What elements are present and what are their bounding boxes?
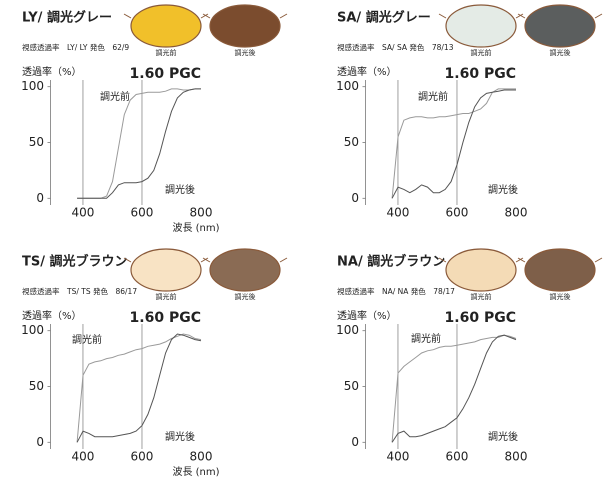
temple — [594, 257, 603, 263]
series-line — [391, 334, 517, 443]
series-line — [76, 333, 202, 443]
temple — [202, 13, 211, 19]
y-axis-label: 透過率（%） — [337, 309, 397, 322]
temple — [200, 257, 209, 263]
subtitle: 視感透過率 SA/ SA 発色 78/13 — [337, 42, 454, 52]
lens-label: 調光前 — [156, 48, 177, 57]
series-label: 調光前 — [411, 332, 441, 345]
temple — [202, 257, 211, 263]
y-axis-label: 透過率（%） — [22, 309, 82, 322]
series-label: 調光前 — [100, 90, 130, 103]
x-tick-label: 800 — [190, 206, 213, 220]
temple — [438, 257, 447, 263]
annotation: 1.60 PGC — [445, 66, 516, 82]
series-line — [391, 89, 516, 199]
chart-title: SA/ 調光グレー — [337, 10, 431, 26]
temple — [517, 257, 526, 263]
chart-title: TS/ 調光ブラウン — [22, 254, 128, 270]
subtitle: 視感透過率 LY/ LY 発色 62/9 — [22, 42, 129, 52]
y-tick-label: 100 — [336, 79, 359, 93]
y-tick-label: 50 — [29, 379, 44, 393]
series-label: 調光後 — [488, 183, 518, 196]
series-label: 調光前 — [72, 333, 102, 346]
lens-label: 調光前 — [156, 292, 177, 301]
lens — [524, 4, 596, 48]
temple — [517, 13, 526, 19]
series-label: 調光後 — [165, 183, 195, 196]
temple — [123, 257, 132, 263]
temple — [438, 13, 447, 19]
y-tick-label: 0 — [36, 191, 44, 205]
lens — [445, 248, 517, 292]
lens-label: 調光後 — [550, 48, 571, 57]
annotation: 1.60 PGC — [130, 66, 201, 82]
lens — [130, 248, 202, 292]
lens — [130, 4, 202, 48]
y-tick-label: 0 — [351, 191, 359, 205]
series-label: 調光後 — [488, 430, 518, 443]
y-tick-label: 0 — [36, 435, 44, 449]
series-label: 調光後 — [165, 430, 195, 443]
y-tick-label: 50 — [344, 135, 359, 149]
lens-label: 調光前 — [471, 48, 492, 57]
x-tick-label: 600 — [131, 450, 154, 464]
y-tick-label: 100 — [336, 323, 359, 337]
lens — [209, 4, 281, 48]
x-tick-label: 800 — [190, 450, 213, 464]
annotation: 1.60 PGC — [445, 310, 516, 326]
temple — [594, 13, 603, 19]
temple — [279, 13, 288, 19]
temple — [515, 13, 524, 19]
lens-label: 調光後 — [235, 292, 256, 301]
y-tick-label: 50 — [344, 379, 359, 393]
x-axis-label: 波長 (nm) — [172, 465, 219, 478]
x-tick-label: 400 — [72, 450, 95, 464]
series-line — [76, 333, 202, 443]
x-tick-label: 400 — [387, 450, 410, 464]
y-axis-label: 透過率（%） — [337, 65, 397, 78]
y-tick-label: 50 — [29, 135, 44, 149]
series-line — [391, 88, 516, 199]
lens-label: 調光前 — [471, 292, 492, 301]
x-tick-label: 600 — [446, 450, 469, 464]
temple — [515, 257, 524, 263]
x-tick-label: 600 — [131, 206, 154, 220]
subtitle: 視感透過率 TS/ TS 発色 86/17 — [22, 286, 137, 296]
annotation: 1.60 PGC — [130, 310, 201, 326]
temple — [123, 13, 132, 19]
subtitle: 視感透過率 NA/ NA 発色 78/17 — [337, 286, 455, 296]
x-tick-label: 600 — [446, 206, 469, 220]
x-axis-label: 波長 (nm) — [172, 221, 219, 234]
lens — [524, 248, 596, 292]
chart-title: LY/ 調光グレー — [22, 10, 112, 26]
temple — [200, 13, 209, 19]
y-axis-label: 透過率（%） — [22, 65, 82, 78]
series-line — [391, 334, 517, 443]
lens-label: 調光後 — [550, 292, 571, 301]
x-tick-label: 400 — [72, 206, 95, 220]
y-tick-label: 100 — [21, 79, 44, 93]
x-tick-label: 800 — [505, 450, 528, 464]
y-tick-label: 0 — [351, 435, 359, 449]
chart-title: NA/ 調光ブラウン — [337, 254, 445, 270]
temple — [279, 257, 288, 263]
series-label: 調光前 — [418, 90, 448, 103]
lens — [209, 248, 281, 292]
x-tick-label: 400 — [387, 206, 410, 220]
y-tick-label: 100 — [21, 323, 44, 337]
lens-label: 調光後 — [235, 48, 256, 57]
lens — [445, 4, 517, 48]
series-line — [77, 88, 201, 199]
x-tick-label: 800 — [505, 206, 528, 220]
